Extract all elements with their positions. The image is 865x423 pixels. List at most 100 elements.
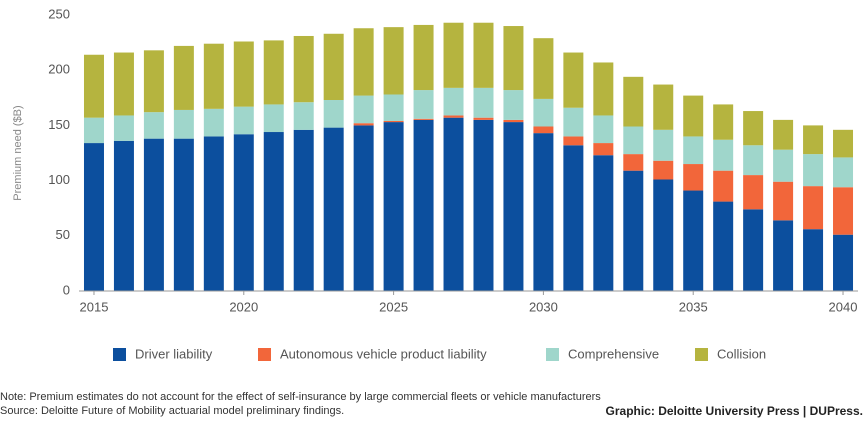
x-tick-label: 2035 <box>679 299 708 314</box>
bar-segment <box>683 136 704 165</box>
bar-segment <box>353 95 374 124</box>
legend-label: Driver liability <box>135 346 213 361</box>
y-tick-label: 0 <box>63 282 70 297</box>
bar-segment <box>833 234 854 291</box>
bar-segment <box>533 38 554 99</box>
bar-segment <box>353 28 374 96</box>
bar-segment <box>353 125 374 292</box>
bar-segment <box>593 143 614 156</box>
legend-swatch <box>546 348 559 361</box>
bar-segment <box>683 95 704 137</box>
bar-segment <box>503 119 524 123</box>
bar-segment <box>293 35 314 103</box>
bar-segment <box>743 145 764 176</box>
legend-swatch <box>113 348 126 361</box>
bar-segment <box>323 33 344 101</box>
bar-segment <box>593 62 614 116</box>
bar-segment <box>713 201 734 291</box>
bar-segment <box>473 87 494 118</box>
bar-segment <box>233 134 254 291</box>
bar-segment <box>323 100 344 128</box>
bar-segment <box>803 125 824 155</box>
bar-segment <box>413 118 434 120</box>
bar-segment <box>503 90 524 120</box>
bar-segment <box>623 170 644 291</box>
x-tick-label: 2040 <box>829 299 858 314</box>
bar-segment <box>803 186 824 230</box>
bar-segment <box>743 209 764 291</box>
bar-segment <box>113 115 134 141</box>
bar-segment <box>203 136 224 291</box>
bar-segment <box>443 115 464 118</box>
bar-segment <box>473 22 494 88</box>
y-tick-label: 50 <box>56 227 70 242</box>
bar-segment <box>263 40 284 105</box>
bar-segment <box>383 122 404 291</box>
bar-segment <box>623 76 644 127</box>
bar-segment <box>473 119 494 291</box>
note: Note: Premium estimates do not account f… <box>0 391 601 403</box>
bar-segment <box>713 170 734 202</box>
bar-segment <box>203 108 224 137</box>
bar-segment <box>233 41 254 107</box>
bar-segment <box>713 104 734 140</box>
bar-segment <box>683 164 704 191</box>
bar-segment <box>293 102 314 130</box>
bar-segment <box>233 106 254 135</box>
bar-segment <box>773 119 794 150</box>
bar-segment <box>683 190 704 291</box>
legend-label: Collision <box>717 346 766 361</box>
bar-segment <box>563 107 584 137</box>
x-tick-label: 2030 <box>529 299 558 314</box>
bar-segment <box>713 139 734 171</box>
legend-label: Comprehensive <box>568 346 659 361</box>
bar-segment <box>413 90 434 119</box>
bar-segment <box>533 126 554 134</box>
legend-label: Autonomous vehicle product liability <box>280 346 487 361</box>
bar-segment <box>113 52 134 116</box>
bar-segment <box>503 26 524 91</box>
bar-segment <box>173 45 194 110</box>
bar-segment <box>383 120 404 123</box>
bar-segment <box>263 132 284 291</box>
bar-segment <box>143 112 164 139</box>
bar-segment <box>533 98 554 127</box>
x-tick-label: 2020 <box>229 299 258 314</box>
bar-segment <box>833 129 854 158</box>
bar-segment <box>743 111 764 146</box>
bar-segment <box>653 160 674 180</box>
y-axis-label: Premium need ($B) <box>12 105 24 200</box>
bar-segment <box>833 157 854 188</box>
bar-segment <box>563 136 584 146</box>
bar-segment <box>413 119 434 291</box>
bar-segment <box>503 122 524 291</box>
bar-segment <box>113 140 134 291</box>
bar-segment <box>593 115 614 144</box>
bar-segment <box>773 149 794 182</box>
bar-segment <box>563 52 584 108</box>
credit: Graphic: Deloitte University Press | DUP… <box>606 404 863 418</box>
bar-segment <box>383 94 404 121</box>
bar-segment <box>743 175 764 210</box>
bar-segment <box>563 145 584 291</box>
source: Source: Deloitte Future of Mobility actu… <box>0 405 344 417</box>
bar-segment <box>83 117 104 144</box>
bar-segment <box>383 27 404 95</box>
bar-segment <box>443 87 464 116</box>
bar-segment <box>173 138 194 291</box>
bar-segment <box>293 129 314 291</box>
y-tick-label: 100 <box>48 172 70 187</box>
legend-swatch <box>258 348 271 361</box>
bar-segment <box>593 155 614 291</box>
bar-segment <box>143 138 164 291</box>
bar-segment <box>353 123 374 126</box>
bar-segment <box>443 117 464 291</box>
bar-segment <box>623 126 644 155</box>
bar-segment <box>323 127 344 291</box>
bar-segment <box>443 22 464 88</box>
legend-swatch <box>695 348 708 361</box>
bar-segment <box>263 104 284 133</box>
bar-segment <box>833 187 854 235</box>
bar-segment <box>413 24 434 91</box>
